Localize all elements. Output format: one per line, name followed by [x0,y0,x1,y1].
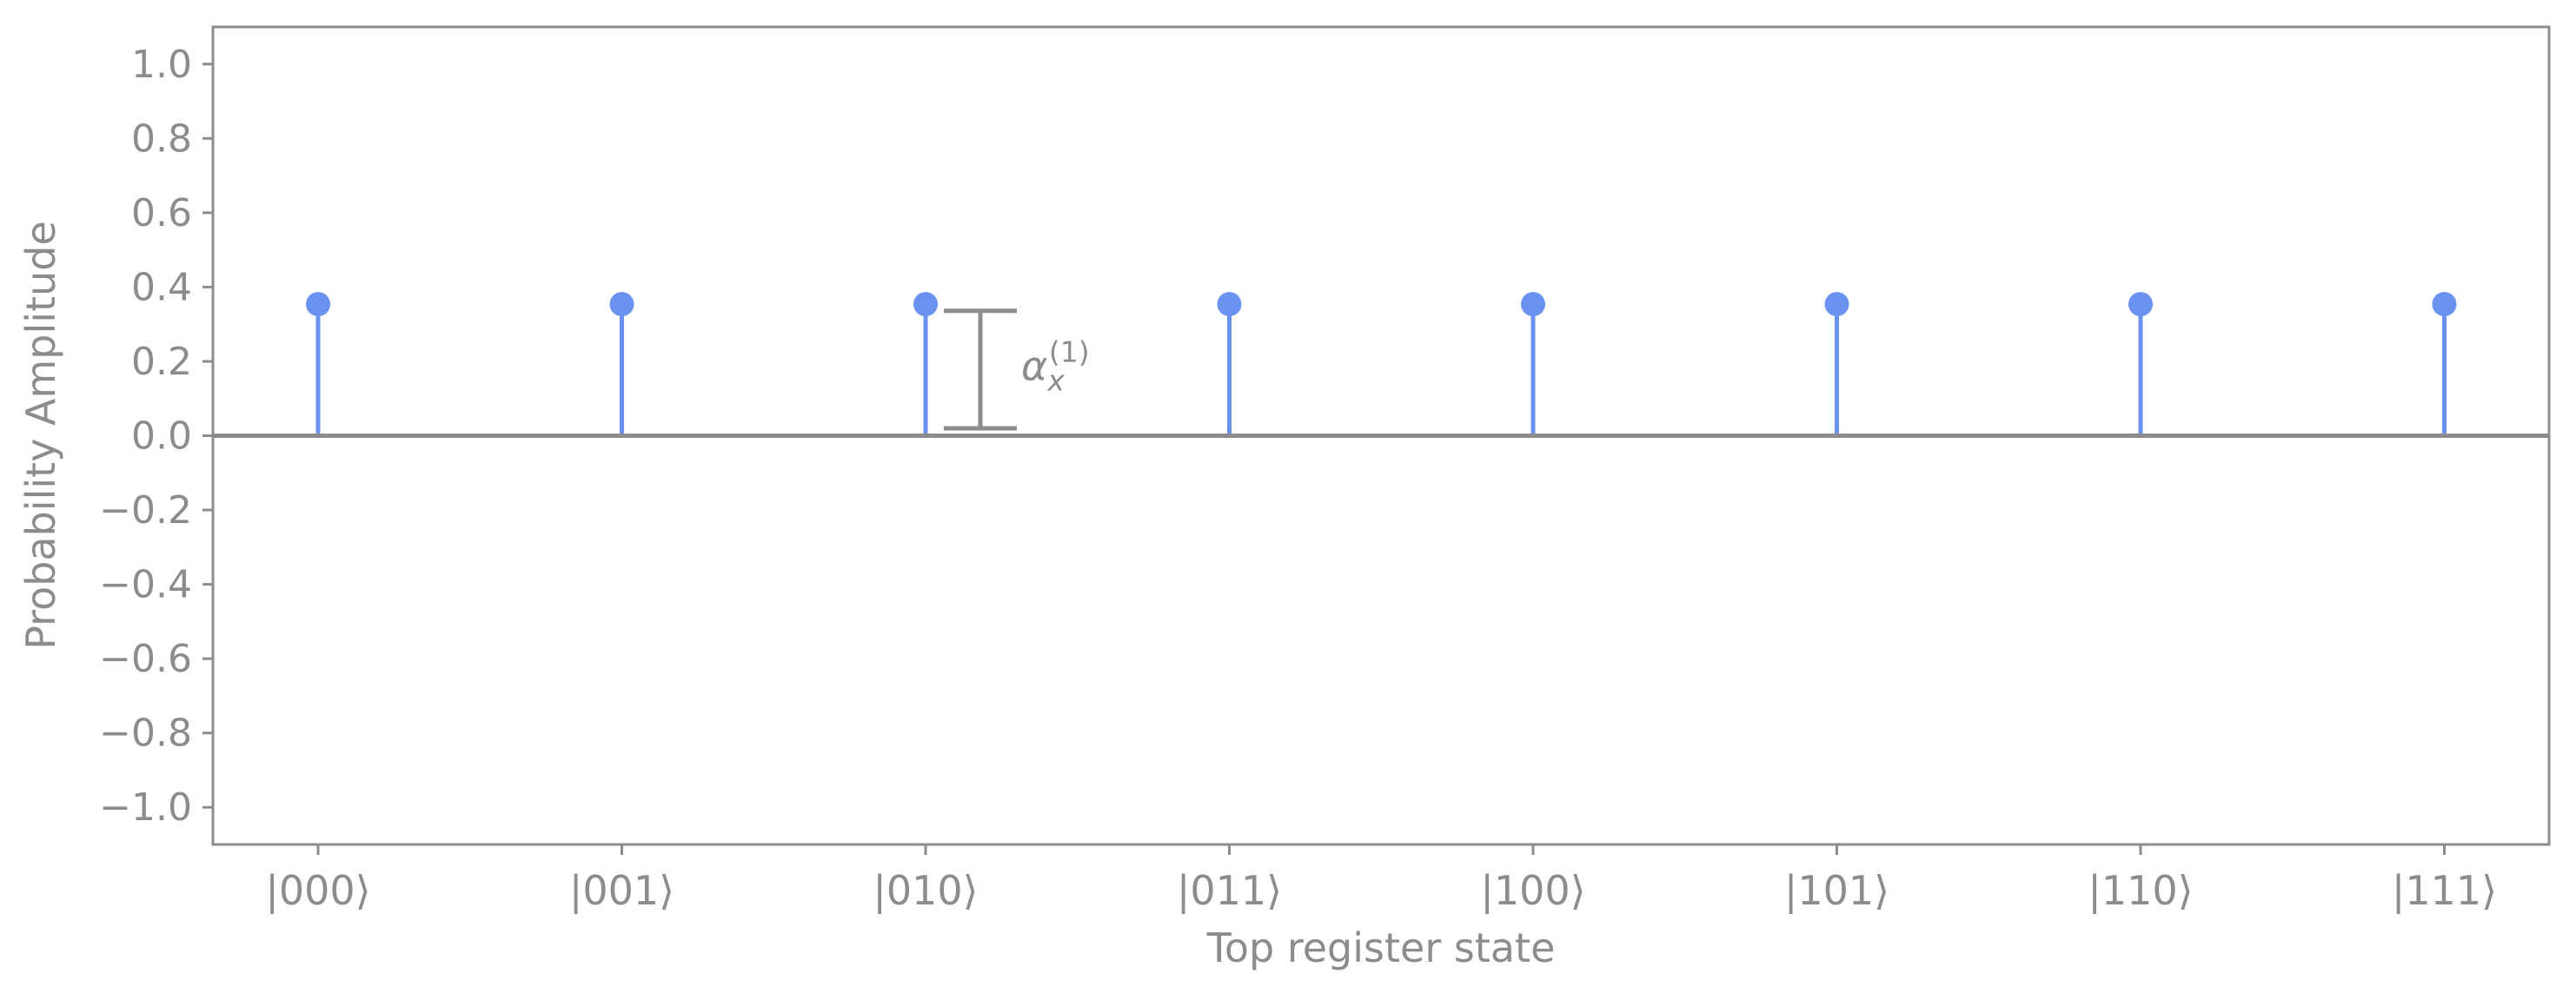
x-tick-label: |110⟩ [2088,867,2193,915]
y-axis-ticks: 1.0 0.8 0.6 0.4 0.2 0.0 −0.2 −0.4 −0.6 −0.8 −1.0 [99,43,213,830]
stem-marker [1824,292,1849,317]
y-tick-label: −0.8 [99,712,192,756]
x-tick-label: |100⟩ [1480,867,1585,915]
x-axis-label: Top register state [1206,924,1556,971]
stem-marker [1521,292,1545,317]
y-tick-label: 0.2 [131,340,192,384]
annotation-label: αx(1) [1021,334,1090,397]
x-tick-label: |011⟩ [1177,867,1282,915]
y-tick-label: −0.6 [99,637,192,681]
amplitude-annotation: αx(1) [944,308,1090,431]
y-tick-label: 1.0 [131,43,192,87]
annotation-symbol: α [1021,342,1047,389]
y-tick-label: −0.4 [99,563,192,607]
x-axis-ticks: |000⟩ |001⟩ |010⟩ |011⟩ |100⟩ |101⟩ |110⟩ |111⟩ [265,844,2497,915]
y-tick-label: 0.6 [131,191,192,235]
annotation-superscript: (1) [1049,334,1090,368]
stem-marker [609,292,634,317]
x-tick-label: |101⟩ [1784,867,1889,915]
stem-markers [306,292,2457,317]
y-tick-label: −0.2 [99,488,192,533]
x-tick-label: |000⟩ [265,867,370,915]
stem-marker [913,292,938,317]
y-tick-label: 0.0 [131,414,192,459]
stem-marker [2432,292,2457,317]
stem-marker [2128,292,2153,317]
stem-marker [1217,292,1242,317]
annotation-subscript: x [1046,363,1065,397]
stems [315,304,2447,436]
stem-marker [306,292,330,317]
y-tick-label: 0.4 [131,265,192,309]
x-tick-label: |010⟩ [873,867,978,915]
x-tick-label: |111⟩ [2392,867,2497,915]
y-tick-label: −1.0 [99,785,192,830]
y-tick-label: 0.8 [131,116,192,161]
x-tick-label: |001⟩ [569,867,674,915]
y-axis-label: Probability Amplitude [17,221,64,650]
